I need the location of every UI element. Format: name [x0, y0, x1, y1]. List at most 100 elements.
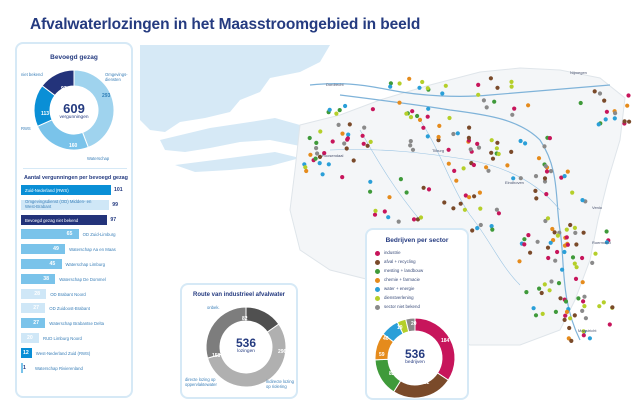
bar-row: 1 Waterschap Rivierenland — [21, 362, 129, 373]
sector-val-59: 59 — [379, 352, 385, 358]
bar — [21, 199, 110, 210]
discharge-marker — [436, 138, 441, 143]
gezag-val-293: 293 — [102, 93, 111, 99]
discharge-marker — [573, 230, 578, 235]
discharge-marker — [426, 187, 432, 192]
bar-value: 27 — [33, 320, 40, 327]
city-label: Maastricht — [578, 328, 597, 333]
discharge-marker — [436, 134, 441, 140]
discharge-marker — [490, 227, 495, 232]
discharge-marker — [360, 133, 365, 138]
discharge-marker — [548, 240, 553, 245]
bar-row: 28 OD Brabant Noord — [21, 288, 129, 299]
bar — [21, 288, 47, 299]
sector-title: Bedrijven per sector — [385, 237, 449, 244]
discharge-marker — [478, 222, 483, 228]
bar-label: RUD Limburg Noord — [43, 336, 82, 341]
discharge-marker — [415, 217, 420, 222]
discharge-marker — [544, 169, 550, 174]
bar-row: 12 West-Nederland Zuid (RWS) — [21, 347, 129, 358]
legend-swatch — [375, 296, 380, 301]
discharge-marker — [486, 168, 491, 173]
discharge-marker — [443, 83, 448, 88]
discharge-marker — [489, 224, 494, 229]
discharge-marker — [496, 151, 501, 157]
sector-val-40: 40 — [383, 336, 389, 342]
bar-row: 49 Waterschap Aa en Maas — [21, 244, 129, 255]
discharge-marker — [361, 141, 366, 146]
bar-value: 20 — [27, 335, 33, 341]
sector-center: 536 bedrijven — [395, 348, 435, 365]
discharge-marker — [572, 313, 577, 318]
per-gezag-title: Aantal vergunningen per bevoegd gezag — [24, 175, 128, 181]
discharge-marker — [494, 207, 499, 212]
discharge-marker — [555, 233, 561, 238]
discharge-marker — [330, 139, 335, 144]
city-label: Roosendaal — [322, 153, 344, 158]
bar-value: 38 — [43, 275, 49, 282]
discharge-marker — [426, 106, 431, 111]
discharge-marker — [542, 282, 547, 287]
discharge-marker — [533, 313, 539, 318]
sector-val-20: 20 — [411, 321, 417, 327]
discharge-marker — [581, 299, 586, 304]
discharge-markers — [302, 76, 632, 343]
route-title: Route van industrieel afvalwater — [192, 292, 286, 298]
discharge-marker — [420, 79, 425, 85]
discharge-marker — [572, 225, 578, 230]
river-waal — [309, 83, 611, 97]
discharge-marker — [583, 316, 589, 321]
discharge-marker — [510, 112, 515, 117]
discharge-marker — [477, 190, 482, 195]
discharge-marker — [308, 152, 313, 157]
discharge-marker — [478, 206, 483, 211]
bar — [21, 229, 79, 240]
discharge-marker — [303, 165, 308, 170]
bar-row: 27 OD Zuidoost-Brabant — [21, 303, 129, 314]
discharge-marker — [451, 206, 456, 211]
bar — [21, 185, 111, 195]
discharge-marker — [314, 146, 319, 151]
route-val-296: 296 — [278, 349, 287, 355]
discharge-marker — [425, 134, 430, 139]
gezag-total-label: vergunningen — [59, 115, 89, 120]
discharge-marker — [398, 177, 403, 182]
bar-row: 99 Omgevingsdienst (OD) Midden- en West-B… — [21, 198, 129, 210]
discharge-marker — [526, 233, 531, 238]
discharge-marker — [580, 198, 585, 203]
discharge-marker — [602, 98, 607, 103]
discharge-marker — [407, 76, 412, 81]
discharge-marker — [562, 317, 567, 322]
bar-row: 101 Zuid-Nederland (RWS) — [21, 185, 129, 195]
discharge-marker — [522, 237, 527, 242]
bar-label: Omgevingsdienst (OD) Midden- en West-Bra… — [25, 198, 92, 209]
discharge-marker — [440, 91, 445, 96]
discharge-marker — [543, 164, 548, 169]
discharge-marker — [612, 116, 617, 121]
discharge-marker — [489, 138, 494, 143]
route-val-158: 158 — [212, 353, 221, 359]
discharge-marker — [408, 115, 414, 120]
gezag-title: Bevoegd gezag — [50, 54, 98, 61]
discharge-marker — [553, 309, 559, 314]
bar-row: 38 Waterschap De Dommel — [21, 273, 129, 284]
discharge-marker — [572, 261, 577, 266]
discharge-marker — [408, 139, 413, 144]
discharge-marker — [410, 147, 416, 152]
discharge-marker — [548, 169, 554, 174]
discharge-marker — [569, 338, 574, 343]
gezag-label-waterschap: Waterschap — [87, 156, 110, 161]
discharge-marker — [368, 179, 373, 184]
discharge-marker — [549, 279, 554, 284]
discharge-marker — [539, 290, 544, 296]
city-label: Eindhoven — [505, 180, 524, 185]
discharge-marker — [533, 188, 538, 193]
route-center: 536 lozingen — [226, 337, 266, 354]
discharge-marker — [601, 300, 606, 305]
discharge-marker — [336, 122, 341, 127]
bar-label: Waterschap Rivierenland — [35, 365, 83, 371]
discharge-marker — [625, 103, 630, 108]
legend-label: industrie — [384, 250, 401, 255]
discharge-marker — [547, 136, 553, 141]
bar-value: 45 — [49, 261, 56, 267]
